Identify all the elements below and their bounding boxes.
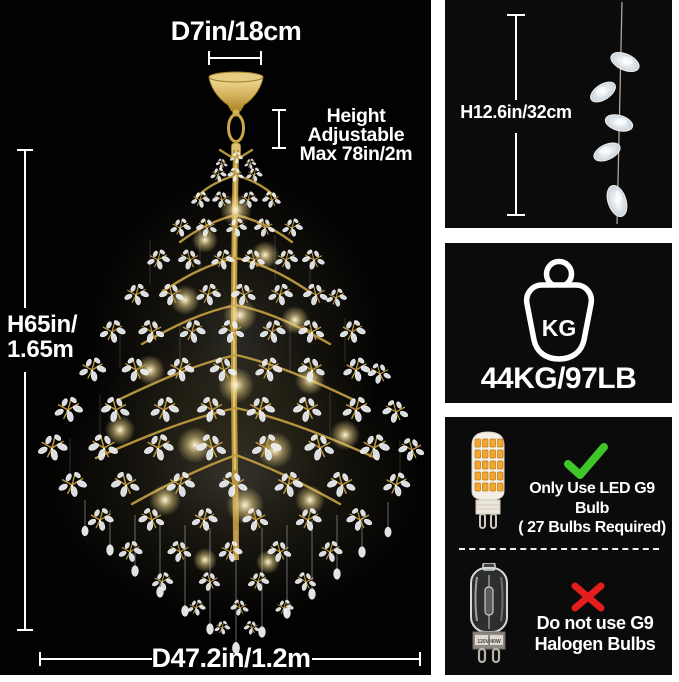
kg-icon-label: KG	[542, 315, 577, 341]
led-g9-bulb-image	[471, 431, 505, 529]
hanging-crystal-strands	[81, 500, 392, 655]
halogen-base-label: 120V/40W	[477, 639, 501, 645]
led-chips	[474, 438, 504, 492]
chandelier-diagram-panel: D7in/18cm Height Adjustable Max 78in/2m …	[0, 0, 431, 675]
crystal-strand-image	[507, 1, 640, 225]
height-adjustable-line1: Height Adjustable	[307, 105, 405, 146]
led-allowed-line1: Only Use LED G9 Bulb	[529, 480, 655, 517]
fixture-height-label: H65in/ 1.65m	[7, 312, 87, 362]
check-icon	[564, 443, 608, 479]
halogen-forbidden-line2: Halogen Bulbs	[534, 633, 656, 654]
height-adjustable-measure-line	[272, 109, 286, 149]
halogen-forbidden-label: Do not use G9 Halogen Bulbs	[521, 613, 669, 654]
top-diameter-label: D7in/18cm	[170, 16, 302, 46]
fixture-height-measure-line	[17, 149, 33, 631]
crystal-strand-panel: H12.6in/32cm	[445, 0, 672, 228]
halogen-g9-bulb-image: 120V/40W	[470, 563, 508, 664]
fixture-height-line2: 1.65m	[7, 336, 74, 363]
led-allowed-label: Only Use LED G9 Bulb ( 27 Bulbs Required…	[515, 479, 669, 538]
height-adjustable-label: Height Adjustable Max 78in/2m	[283, 105, 429, 165]
weight-value-label: 44KG/97LB	[480, 362, 637, 395]
chandelier-image	[17, 51, 426, 666]
ceiling-canopy	[208, 71, 264, 117]
strand-height-label: H12.6in/32cm	[460, 102, 572, 122]
bottom-diameter-measure-line	[39, 652, 421, 666]
bulb-requirement-panel: Only Use LED G9 Bulb ( 27 Bulbs Required…	[445, 417, 672, 675]
dashed-divider	[459, 548, 659, 550]
weight-kg-icon: KG	[523, 258, 595, 362]
height-adjustable-line2: Max 78in/2m	[299, 143, 413, 165]
crystal-strand	[590, 1, 640, 225]
led-allowed-line2: ( 27 Bulbs Required)	[518, 519, 666, 536]
bottom-diameter-label: D47.2in/1.2m	[151, 643, 311, 673]
fixture-height-line1: H65in/	[7, 311, 78, 338]
weight-panel: KG 44KG/97LB	[445, 243, 672, 403]
strand-measure-line	[507, 14, 525, 216]
cross-icon	[571, 582, 605, 612]
halogen-forbidden-line1: Do not use G9	[536, 613, 654, 633]
top-diameter-measure-line	[208, 51, 262, 65]
